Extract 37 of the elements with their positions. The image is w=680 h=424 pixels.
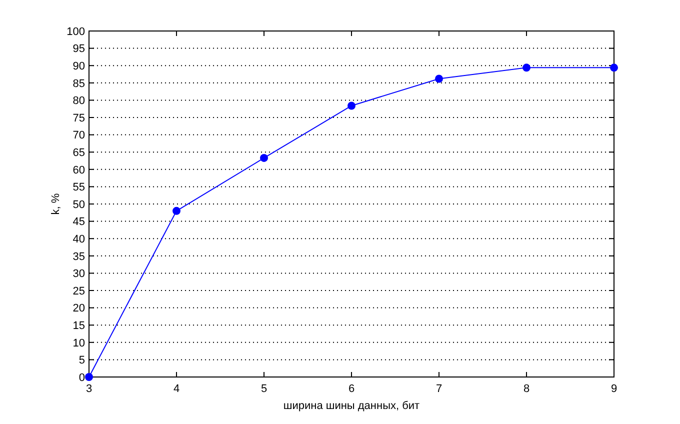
point (610, 64, 618, 72)
y-tick-label: 95 (72, 43, 85, 56)
y-tick-label: 15 (72, 320, 85, 332)
point (260, 154, 268, 162)
x-tick-label: 8 (523, 383, 530, 395)
x-tick-label: 6 (348, 383, 355, 395)
x-tick-label: 9 (610, 383, 618, 395)
y-tick-label: 80 (72, 95, 85, 108)
y-tick-label: 40 (72, 233, 85, 246)
x-axis-title: ширина шины данных, бит (283, 400, 420, 412)
y-tick-label: 90 (72, 60, 85, 72)
y-tick-label: 45 (72, 216, 85, 228)
y-tick-label: 30 (72, 268, 85, 280)
y-tick-label: 55 (72, 182, 85, 194)
y-tick-label: 25 (72, 285, 85, 298)
y-tick-label: 65 (72, 146, 85, 159)
point (522, 64, 530, 72)
y-tick-label: 10 (72, 337, 85, 350)
y-tick-label: 85 (72, 78, 85, 90)
x-tick-label: 5 (260, 383, 268, 395)
y-tick-label: 75 (72, 112, 85, 124)
y-tick-label: 35 (72, 250, 85, 263)
y-axis-title: k, % (50, 193, 62, 215)
point (172, 206, 180, 215)
x-tick-label: 4 (173, 383, 180, 395)
y-tick-label: 60 (72, 164, 85, 176)
point (348, 102, 356, 110)
point (435, 74, 443, 83)
x-tick-label: 7 (436, 383, 442, 395)
point (85, 373, 93, 381)
y-tick-label: 20 (72, 302, 85, 315)
x-tick-label: 3 (86, 383, 92, 395)
y-tick-label: 0 (78, 372, 85, 384)
y-tick-label: 5 (78, 354, 85, 367)
y-tick-label: 50 (72, 198, 85, 211)
y-tick-label: 100 (66, 26, 85, 38)
y-tick-label: 70 (72, 130, 85, 142)
